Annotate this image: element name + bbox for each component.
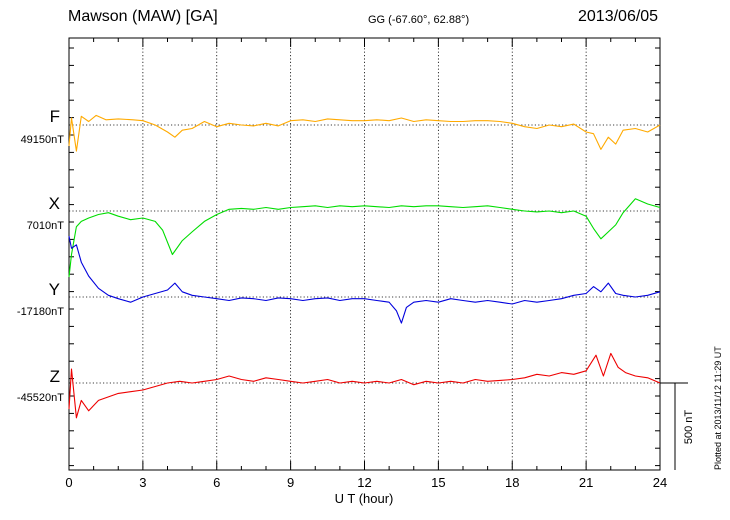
component-label-x: X <box>48 194 60 213</box>
geographic-coordinates: GG (-67.60°, 62.88°) <box>368 14 470 26</box>
baseline-label-f: 49150nT <box>20 134 64 146</box>
x-tick-label: 6 <box>213 475 220 490</box>
series-line-z <box>68 352 661 419</box>
x-tick-label: 24 <box>653 475 667 490</box>
x-tick-label: 15 <box>431 475 445 490</box>
x-tick-label: 12 <box>357 475 371 490</box>
x-tick-label: 3 <box>139 475 146 490</box>
series-line-f <box>68 114 661 152</box>
series-line-y <box>68 235 661 324</box>
x-axis-label: U T (hour) <box>335 491 394 506</box>
station-title: Mawson (MAW) [GA] <box>68 8 218 25</box>
scale-bar-label: 500 nT <box>683 410 695 445</box>
date-label: 2013/06/05 <box>578 8 659 25</box>
x-tick-label: 18 <box>505 475 519 490</box>
baseline-label-y: -17180nT <box>16 306 64 318</box>
x-tick-label: 9 <box>287 475 294 490</box>
x-tick-label: 21 <box>579 475 593 490</box>
baseline-label-x: 7010nT <box>26 220 64 232</box>
component-label-f: F <box>49 107 60 126</box>
baseline-label-z: -45520nT <box>16 392 64 404</box>
x-tick-label: 0 <box>65 475 72 490</box>
series-line-x <box>68 198 661 278</box>
component-label-y: Y <box>48 280 60 299</box>
component-label-z: Z <box>49 367 60 386</box>
